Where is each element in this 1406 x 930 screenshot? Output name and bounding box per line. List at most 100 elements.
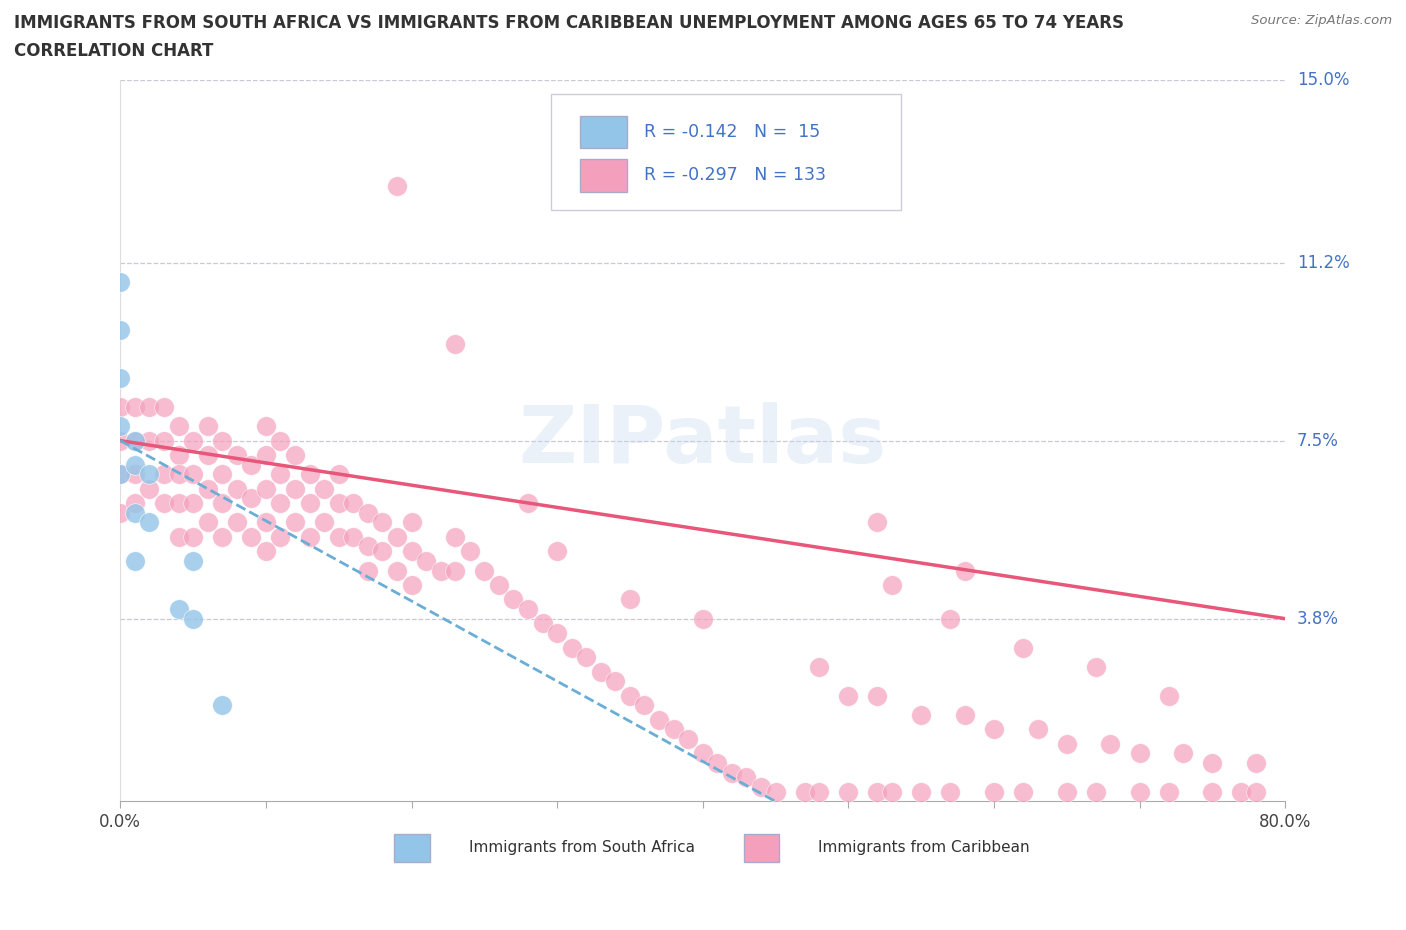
Point xyxy=(1201,755,1223,770)
Point xyxy=(181,433,204,448)
Point xyxy=(1129,784,1152,799)
Point xyxy=(401,544,423,559)
Point xyxy=(110,400,132,415)
Point xyxy=(167,418,190,433)
Point xyxy=(1173,746,1195,761)
Point xyxy=(866,784,889,799)
Point xyxy=(197,447,219,462)
Point xyxy=(181,553,204,568)
Point xyxy=(269,433,291,448)
Point xyxy=(211,496,233,511)
Point xyxy=(138,467,160,482)
Text: ZIPatlas: ZIPatlas xyxy=(519,402,887,480)
Point xyxy=(167,467,190,482)
Point xyxy=(866,515,889,530)
Point xyxy=(225,447,247,462)
Point xyxy=(225,515,247,530)
Point xyxy=(110,371,132,386)
Point xyxy=(138,482,160,497)
Point xyxy=(110,323,132,338)
Point xyxy=(633,698,655,712)
FancyBboxPatch shape xyxy=(581,159,627,192)
Text: R = -0.297   N = 133: R = -0.297 N = 133 xyxy=(644,166,827,184)
Point xyxy=(953,563,976,578)
Text: 3.8%: 3.8% xyxy=(1296,610,1339,628)
Point xyxy=(357,563,380,578)
Point xyxy=(124,433,146,448)
Point xyxy=(254,447,277,462)
Point xyxy=(706,755,728,770)
Point xyxy=(314,515,336,530)
Point xyxy=(1026,722,1049,737)
Point xyxy=(124,496,146,511)
Point xyxy=(619,688,641,703)
Point xyxy=(415,553,437,568)
Point xyxy=(401,515,423,530)
Point xyxy=(546,544,568,559)
Point xyxy=(371,544,394,559)
Point xyxy=(284,482,307,497)
Point xyxy=(167,602,190,617)
Point xyxy=(619,592,641,607)
Point xyxy=(110,274,132,289)
Point xyxy=(124,553,146,568)
Point xyxy=(298,529,321,544)
Point xyxy=(1012,784,1035,799)
Point xyxy=(124,458,146,472)
Point xyxy=(138,515,160,530)
Point xyxy=(880,784,903,799)
Point xyxy=(153,433,176,448)
Point xyxy=(531,616,554,631)
Point xyxy=(1157,784,1180,799)
Text: CORRELATION CHART: CORRELATION CHART xyxy=(14,42,214,60)
Point xyxy=(110,418,132,433)
Point xyxy=(561,640,583,655)
Point xyxy=(401,578,423,592)
Point xyxy=(837,688,859,703)
Point xyxy=(254,418,277,433)
Point xyxy=(167,496,190,511)
Text: 11.2%: 11.2% xyxy=(1296,254,1350,272)
Point xyxy=(124,467,146,482)
Point xyxy=(808,784,831,799)
Point xyxy=(153,400,176,415)
Point xyxy=(749,779,772,794)
Point xyxy=(1099,737,1122,751)
Point xyxy=(458,544,481,559)
Point xyxy=(517,496,540,511)
Point xyxy=(721,765,744,780)
Point xyxy=(1157,688,1180,703)
Point xyxy=(211,529,233,544)
Point xyxy=(328,529,350,544)
Point xyxy=(328,496,350,511)
Point xyxy=(211,433,233,448)
Point xyxy=(110,467,132,482)
Point xyxy=(269,529,291,544)
Point xyxy=(357,539,380,554)
Point xyxy=(488,578,510,592)
Point xyxy=(167,529,190,544)
Point xyxy=(1201,784,1223,799)
Point xyxy=(793,784,815,799)
Point xyxy=(983,784,1005,799)
Point xyxy=(181,529,204,544)
Text: Immigrants from Caribbean: Immigrants from Caribbean xyxy=(818,841,1031,856)
Point xyxy=(1244,784,1267,799)
Point xyxy=(181,496,204,511)
Point xyxy=(314,482,336,497)
Point xyxy=(138,400,160,415)
Point xyxy=(444,529,467,544)
Text: R = -0.142   N =  15: R = -0.142 N = 15 xyxy=(644,123,821,140)
Point xyxy=(1012,640,1035,655)
Point xyxy=(211,698,233,712)
Point xyxy=(472,563,495,578)
Point xyxy=(676,732,699,747)
Point xyxy=(1084,659,1107,674)
Point xyxy=(167,447,190,462)
Point xyxy=(546,626,568,641)
Point xyxy=(298,467,321,482)
Point xyxy=(254,544,277,559)
Point xyxy=(342,496,364,511)
Text: Source: ZipAtlas.com: Source: ZipAtlas.com xyxy=(1251,14,1392,27)
Point xyxy=(808,659,831,674)
